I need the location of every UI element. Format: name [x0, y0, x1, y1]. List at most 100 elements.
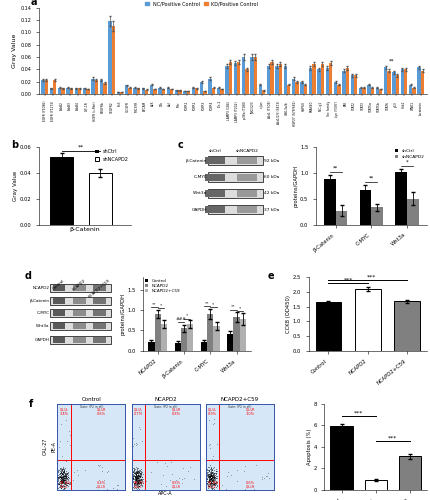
Point: [60, 468, 67, 476]
Point: [59, 467, 66, 475]
Point: [207, 470, 214, 478]
Point: [59, 480, 66, 488]
Bar: [187, 324, 193, 351]
Point: [62, 474, 69, 482]
Point: [62, 480, 69, 488]
Point: [132, 472, 138, 480]
Point: [207, 480, 214, 488]
Text: Wnt3a: Wnt3a: [192, 192, 206, 196]
Point: [134, 478, 141, 486]
Point: [133, 468, 140, 475]
Point: [64, 468, 71, 476]
Point: [209, 486, 215, 494]
Bar: [245, 70, 248, 94]
Text: shNCAPD2: shNCAPD2: [235, 148, 258, 152]
Point: [135, 474, 142, 482]
Bar: [174, 342, 181, 351]
Point: [61, 474, 68, 482]
Point: [135, 484, 141, 492]
Point: [61, 472, 68, 480]
Point: [206, 474, 213, 482]
Point: [132, 473, 139, 481]
Point: [209, 468, 216, 476]
Point: [135, 472, 142, 480]
Point: [206, 463, 212, 471]
Point: [54, 480, 61, 488]
Point: [58, 464, 64, 472]
Point: [210, 473, 217, 481]
Point: [128, 474, 135, 482]
Point: [55, 471, 62, 479]
Point: [56, 470, 63, 478]
Point: [136, 479, 143, 487]
Point: [132, 473, 139, 481]
Point: [209, 476, 216, 484]
Point: [241, 485, 248, 493]
Bar: [403, 70, 406, 94]
Bar: [371, 208, 382, 224]
Point: [130, 480, 137, 488]
Point: [59, 475, 66, 483]
Point: [133, 468, 140, 475]
Point: [209, 468, 216, 476]
Point: [55, 443, 62, 451]
Point: [63, 416, 70, 424]
Bar: [308, 68, 311, 94]
Point: [61, 476, 68, 484]
Point: [136, 478, 143, 486]
Point: [63, 474, 70, 482]
Point: [135, 480, 141, 488]
Point: [58, 475, 65, 483]
Point: [64, 473, 71, 481]
Point: [64, 473, 71, 481]
Point: [130, 472, 137, 480]
Point: [137, 475, 144, 483]
Text: c: c: [178, 140, 183, 150]
Point: [58, 480, 65, 488]
Point: [207, 471, 214, 479]
Point: [59, 478, 66, 486]
Bar: [250, 57, 253, 94]
Bar: [300, 82, 303, 94]
Point: [129, 479, 135, 487]
Point: [209, 479, 215, 487]
Point: [135, 479, 141, 487]
Point: [209, 472, 216, 480]
Point: [132, 470, 139, 478]
Point: [233, 466, 240, 474]
Bar: [393, 302, 419, 351]
Point: [207, 478, 214, 486]
Point: [133, 473, 140, 481]
Point: [59, 478, 66, 486]
Point: [134, 478, 141, 486]
Point: [59, 473, 66, 481]
Point: [58, 472, 64, 480]
Point: [133, 469, 140, 477]
Bar: [387, 70, 390, 94]
Bar: [93, 298, 106, 304]
Point: [208, 476, 215, 484]
Point: [233, 477, 240, 485]
Point: [210, 470, 217, 478]
Point: [135, 478, 142, 486]
Point: [129, 474, 136, 482]
Bar: [207, 188, 262, 198]
Point: [136, 466, 143, 474]
Bar: [236, 174, 256, 180]
Point: [204, 478, 211, 486]
Point: [139, 476, 146, 484]
Point: [64, 472, 71, 480]
Point: [70, 468, 77, 475]
Point: [207, 472, 214, 480]
Bar: [186, 91, 190, 94]
Point: [138, 468, 145, 476]
Point: [59, 469, 66, 477]
Point: [134, 479, 141, 487]
Point: [209, 471, 216, 479]
Point: [129, 468, 136, 476]
Point: [59, 468, 66, 476]
Point: [58, 478, 64, 486]
Point: [61, 469, 68, 477]
Bar: [108, 21, 111, 94]
Point: [206, 440, 213, 448]
